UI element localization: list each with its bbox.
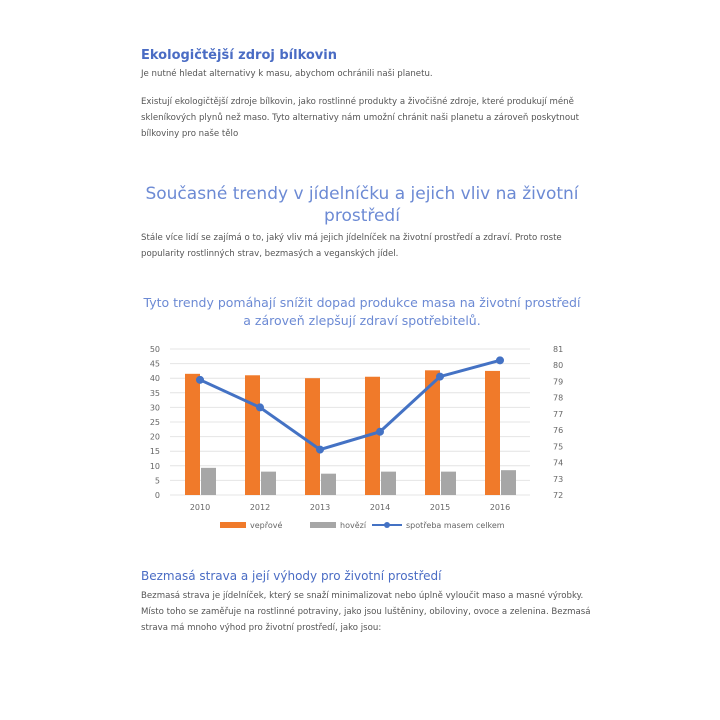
x-tick-label: 2010 — [190, 503, 210, 512]
bar-hovězí — [441, 471, 456, 495]
bar-vepřové — [185, 373, 200, 495]
y2-tick-label: 80 — [553, 361, 563, 370]
y2-tick-label: 74 — [553, 459, 563, 468]
y-tick-label: 30 — [150, 403, 160, 412]
bar-hovězí — [261, 471, 276, 495]
y-tick-label: 40 — [150, 374, 160, 383]
y2-tick-label: 72 — [553, 491, 563, 500]
y-tick-label: 10 — [150, 462, 160, 471]
bar-vepřové — [425, 370, 440, 495]
x-tick-label: 2013 — [310, 503, 330, 512]
y2-tick-label: 79 — [553, 377, 563, 386]
bar-hovězí — [381, 471, 396, 495]
paragraph: Je nutné hledat alternativy k masu, abyc… — [141, 69, 433, 79]
paragraph: Bezmasá strava je jídelníček, který se s… — [141, 591, 591, 633]
line-series — [199, 358, 501, 452]
line-point — [376, 427, 384, 436]
y2-tick-label: 81 — [553, 345, 563, 354]
y-tick-label: 45 — [150, 360, 160, 369]
x-tick-label: 2014 — [370, 503, 390, 512]
legend-swatch — [220, 522, 246, 528]
y-tick-label: 0 — [155, 491, 160, 500]
y-tick-label: 25 — [150, 418, 160, 427]
y2-tick-label: 73 — [553, 475, 563, 484]
bar-hovězí — [321, 473, 336, 495]
paragraph: Stále více lidí se zajímá o to, jaký vli… — [141, 233, 562, 259]
section-heading: Bezmasá strava a její výhody pro životní… — [141, 569, 442, 583]
section-title: Současné trendy v jídelníčku a jejich vl… — [145, 184, 579, 226]
bar-hovězí — [201, 467, 216, 495]
legend-label: spotřeba masem celkem — [406, 521, 505, 530]
y-tick-label: 20 — [150, 433, 160, 442]
legend-label: hovězí — [340, 521, 367, 530]
y2-tick-label: 78 — [553, 394, 563, 403]
legend-marker — [384, 522, 390, 528]
bar-vepřové — [245, 375, 260, 495]
bar-vepřové — [305, 378, 320, 495]
y-tick-label: 5 — [155, 476, 160, 485]
y-tick-label: 50 — [150, 345, 160, 354]
legend-swatch — [310, 522, 336, 528]
bar-vepřové — [365, 376, 380, 495]
bar-vepřové — [485, 370, 500, 495]
line-point — [316, 445, 324, 454]
line-point — [196, 375, 204, 384]
section-heading: Ekologičtější zdroj bílkovin — [141, 48, 337, 63]
paragraph: Existují ekologičtější zdroje bílkovin, … — [141, 97, 579, 139]
bar-hovězí — [501, 470, 516, 495]
x-tick-label: 2012 — [250, 503, 270, 512]
y-tick-label: 15 — [150, 447, 160, 456]
line-point — [256, 403, 264, 412]
line-point — [496, 356, 504, 365]
y2-tick-label: 76 — [553, 426, 563, 435]
y2-tick-label: 75 — [553, 442, 563, 451]
chart-heading: Tyto trendy pomáhají snížit dopad produk… — [143, 295, 581, 328]
y2-tick-label: 77 — [553, 410, 563, 419]
x-tick-label: 2015 — [430, 503, 450, 512]
legend-label: vepřové — [250, 520, 282, 530]
x-tick-label: 2016 — [490, 503, 510, 512]
line-point — [436, 372, 444, 381]
y-tick-label: 35 — [150, 389, 160, 398]
